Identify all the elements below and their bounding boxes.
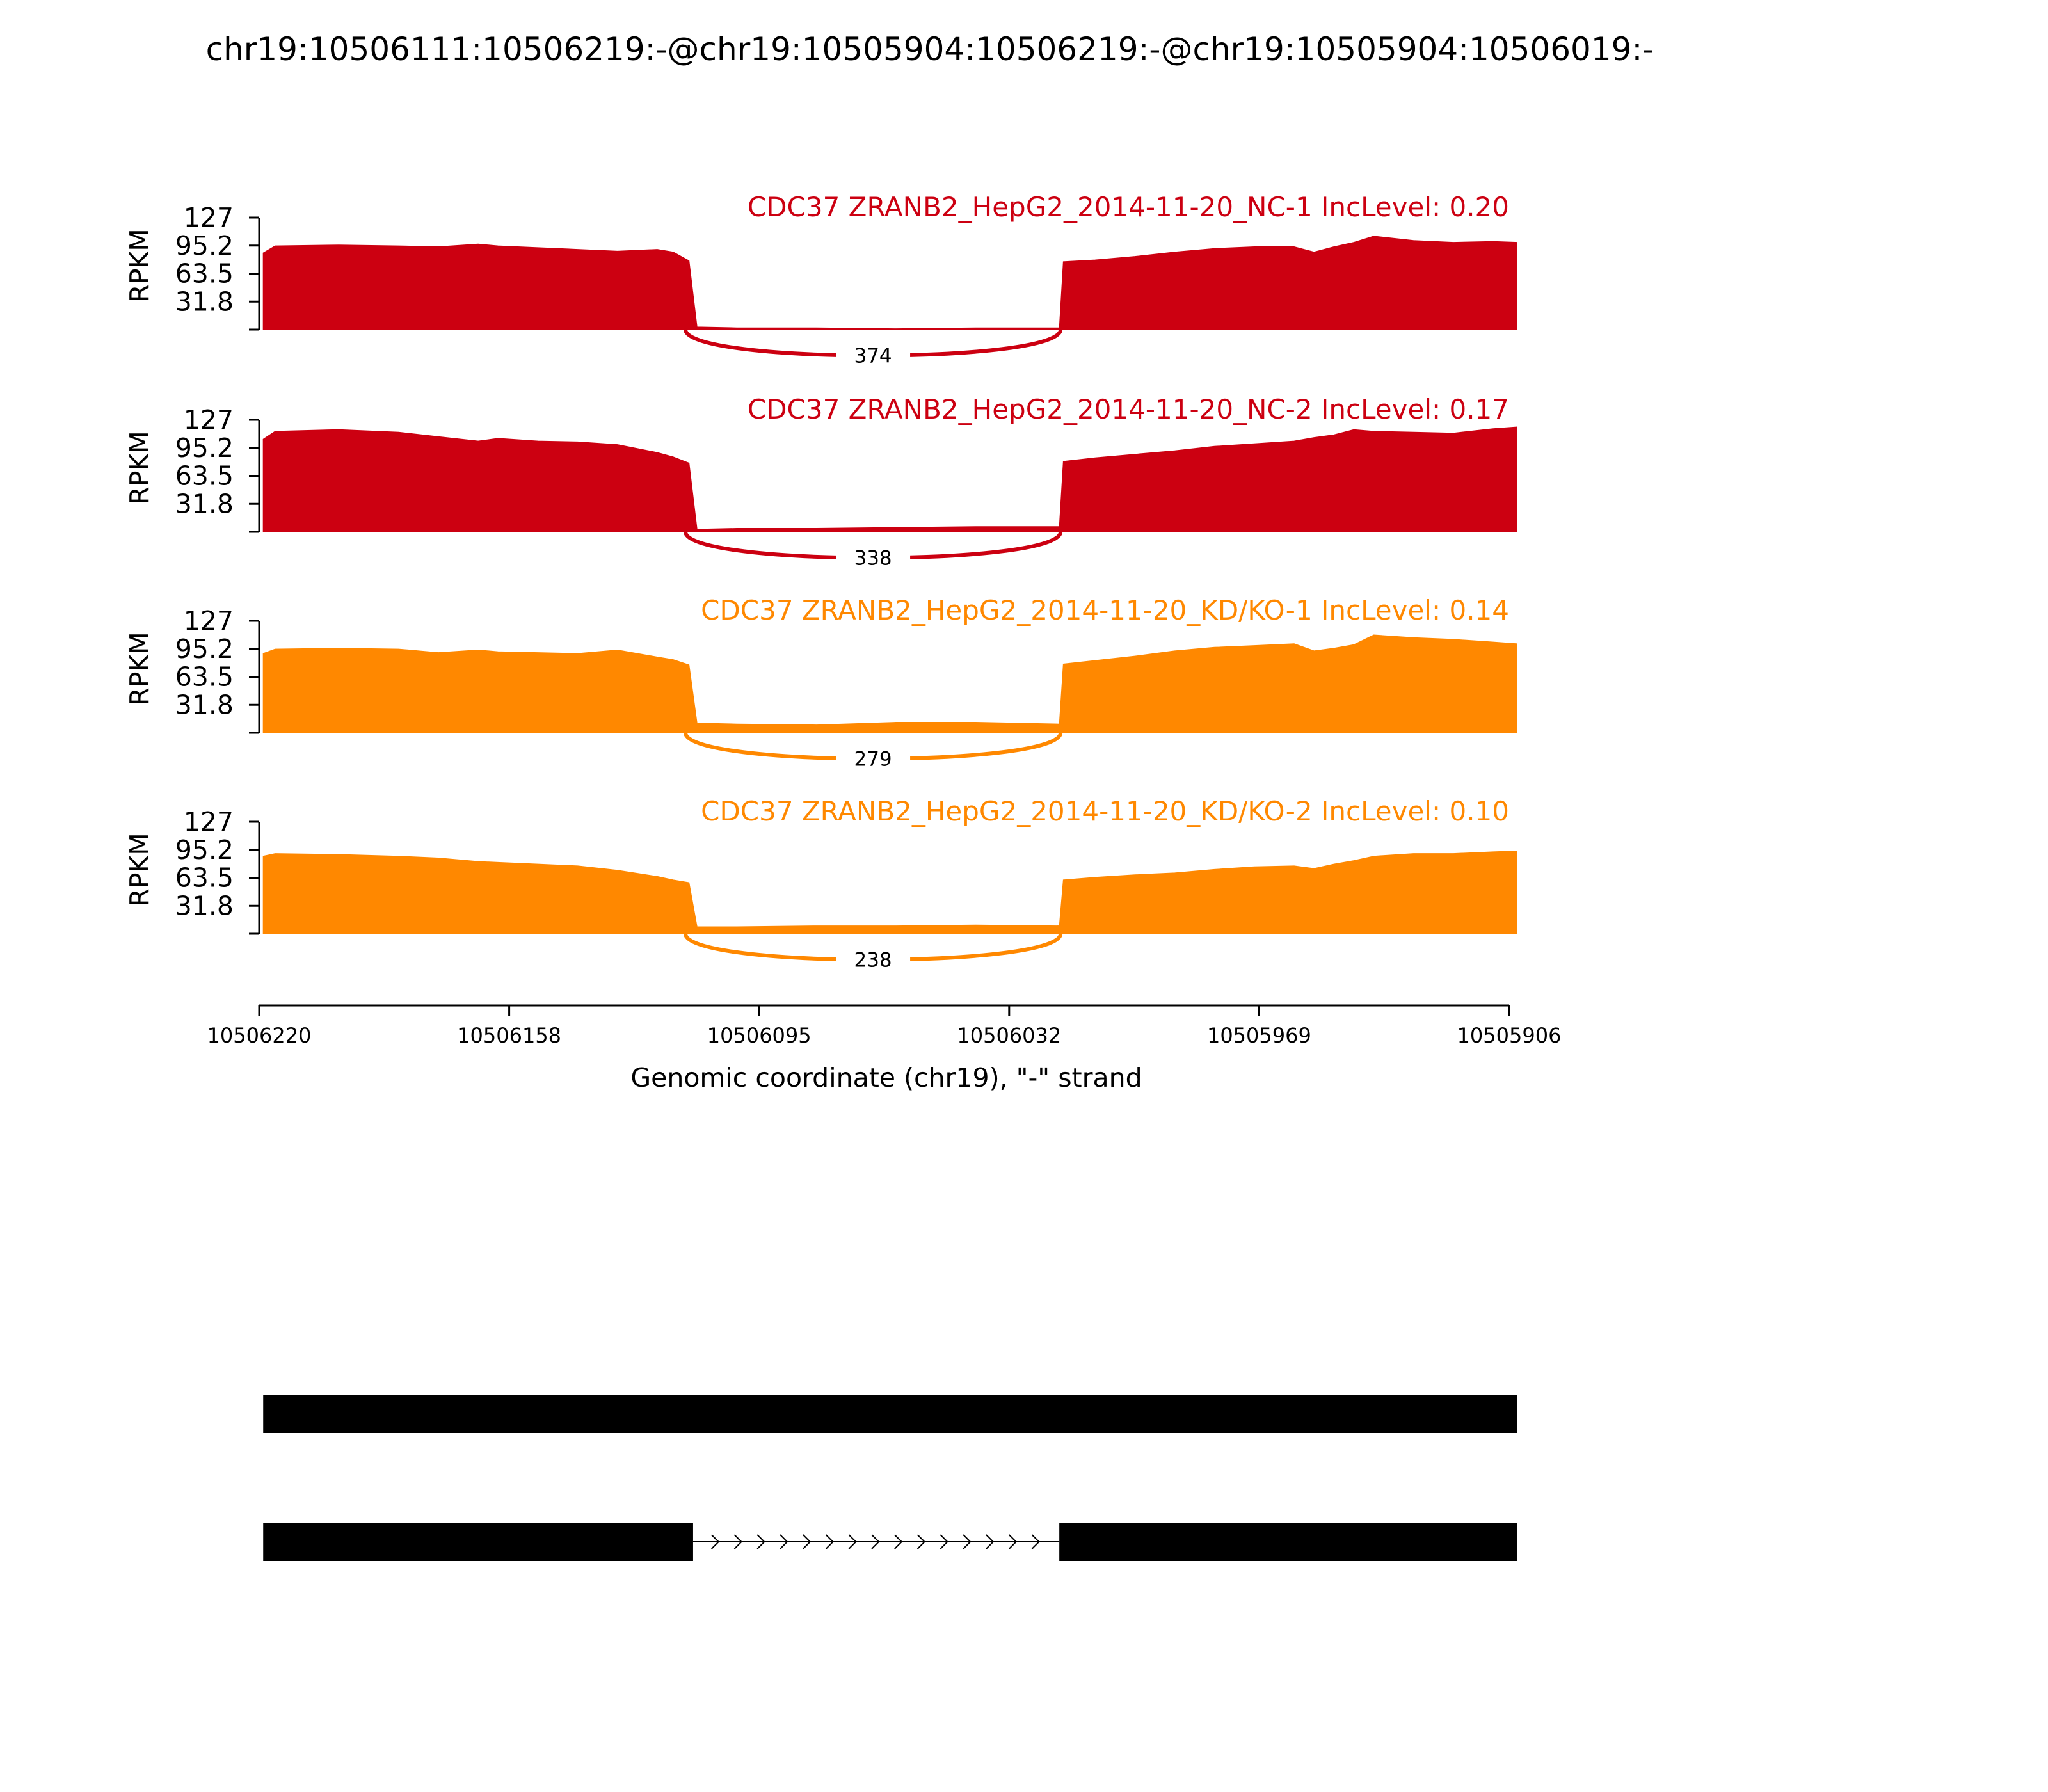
y-tick-label: 127 — [184, 806, 234, 837]
strand-arrow — [780, 1534, 788, 1549]
sample-label: CDC37 ZRANB2_HepG2_2014-11-20_NC-1 IncLe… — [748, 191, 1509, 223]
junction-count: 238 — [854, 949, 892, 972]
exon-block — [1059, 1523, 1517, 1561]
x-axis: 10506220 10506158 10506095 10506032 10505969… — [207, 1004, 1562, 1048]
y-axis-label: RPKM — [124, 431, 155, 504]
y-axis-label: RPKM — [124, 632, 155, 705]
y-tick-label: 95.2 — [175, 835, 234, 865]
x-tick-label: 10506095 — [707, 1023, 812, 1048]
y-tick-label: 31.8 — [175, 488, 234, 519]
strand-arrow — [871, 1534, 880, 1549]
x-tick-label: 10506220 — [207, 1023, 312, 1048]
coverage-area — [262, 426, 1517, 532]
x-tick-label: 10505969 — [1207, 1023, 1311, 1048]
exon-block — [263, 1395, 1517, 1433]
gene-model — [263, 1523, 1517, 1561]
junction-count: 374 — [854, 345, 892, 368]
y-tick-label: 31.8 — [175, 890, 234, 921]
y-axis-label: RPKM — [124, 833, 155, 906]
coverage-area — [262, 634, 1517, 733]
junction-label-bg — [836, 744, 911, 773]
figure-title: chr19:10506111:10506219:-@chr19:10505904… — [206, 31, 1654, 68]
y-tick-label: 63.5 — [175, 259, 234, 289]
sample-label: CDC37 ZRANB2_HepG2_2014-11-20_KD/KO-2 In… — [701, 796, 1509, 827]
junction-count: 338 — [854, 547, 892, 570]
y-axis-label: RPKM — [124, 228, 155, 302]
coverage-area — [262, 236, 1517, 330]
gene-model — [263, 1395, 1517, 1433]
strand-arrow — [848, 1534, 857, 1549]
coverage-area — [262, 850, 1517, 934]
junction-label-bg — [836, 945, 911, 974]
junction-count: 279 — [854, 748, 892, 771]
y-tick-label: 127 — [184, 605, 234, 636]
y-tick-label: 95.2 — [175, 433, 234, 463]
y-tick-label: 31.8 — [175, 689, 234, 720]
junction-label-bg — [836, 543, 911, 572]
y-tick-label: 95.2 — [175, 230, 234, 261]
x-tick-label: 10506032 — [957, 1023, 1061, 1048]
strand-arrow — [711, 1534, 720, 1549]
strand-arrow — [825, 1534, 834, 1549]
exon-block — [263, 1523, 693, 1561]
y-tick-label: 31.8 — [175, 286, 234, 317]
strand-arrow — [1031, 1534, 1040, 1549]
y-tick-label: 127 — [184, 404, 234, 435]
junction-label-bg — [836, 341, 911, 370]
x-tick-label: 10506158 — [457, 1023, 561, 1048]
y-tick-label: 127 — [184, 202, 234, 233]
y-tick-label: 95.2 — [175, 634, 234, 664]
x-axis-label: Genomic coordinate (chr19), "-" strand — [630, 1062, 1142, 1093]
y-tick-label: 63.5 — [175, 662, 234, 692]
strand-arrow — [986, 1534, 995, 1549]
strand-arrow — [916, 1534, 926, 1549]
strand-arrow — [756, 1534, 765, 1549]
strand-arrow — [803, 1534, 812, 1549]
sample-label: CDC37 ZRANB2_HepG2_2014-11-20_NC-2 IncLe… — [748, 394, 1509, 425]
strand-arrow — [963, 1534, 972, 1549]
x-tick-label: 10505906 — [1457, 1023, 1562, 1048]
strand-arrow — [940, 1534, 948, 1549]
y-tick-label: 63.5 — [175, 461, 234, 492]
sample-label: CDC37 ZRANB2_HepG2_2014-11-20_KD/KO-1 In… — [701, 595, 1509, 626]
strand-arrow — [1008, 1534, 1018, 1549]
gene-models — [263, 1395, 1517, 1561]
strand-arrow — [894, 1534, 903, 1549]
strand-arrow — [733, 1534, 742, 1549]
y-tick-label: 63.5 — [175, 863, 234, 893]
